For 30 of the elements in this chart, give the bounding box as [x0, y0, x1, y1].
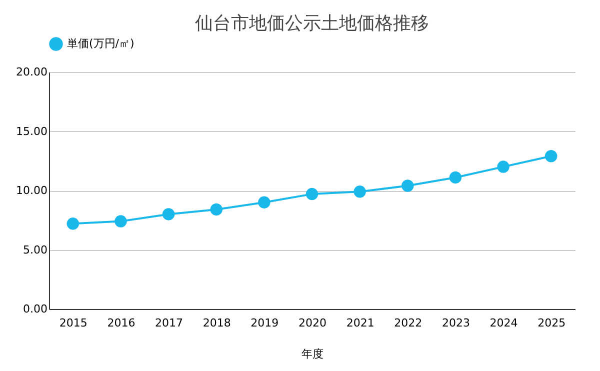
x-tick-label: 2024 — [490, 316, 518, 330]
y-tick-label: 15.00 — [16, 124, 48, 138]
x-tick-label: 2015 — [59, 316, 88, 330]
x-tick-label: 2019 — [250, 316, 279, 330]
x-tick-label: 2023 — [442, 316, 470, 330]
point — [497, 160, 510, 173]
y-tick-label: 10.00 — [16, 184, 48, 197]
point — [66, 218, 80, 230]
x-tick-label: 2021 — [346, 316, 374, 330]
point — [544, 150, 558, 162]
x-tick-label: 2017 — [155, 316, 184, 330]
point — [114, 215, 127, 228]
y-tick-label: 5.00 — [23, 243, 48, 256]
point — [354, 186, 366, 198]
point — [162, 208, 175, 220]
x-tick-label: 2018 — [202, 316, 231, 330]
point — [210, 203, 222, 216]
chart-title: 仙台市地価公示土地価格推移 — [195, 13, 429, 34]
point — [258, 196, 270, 208]
y-tick-label: 0.00 — [23, 302, 48, 316]
y-tick-label: 20.00 — [16, 66, 48, 78]
point — [306, 188, 318, 200]
x-tick-label: 2016 — [107, 316, 136, 330]
x-tick-label: 2025 — [538, 316, 566, 330]
x-tick-label: 2020 — [298, 316, 326, 330]
point — [449, 171, 462, 184]
legend-label: 単価(万円/㎡) — [67, 37, 134, 50]
point — [402, 180, 414, 192]
x-axis-title: 年度 — [302, 348, 324, 360]
x-tick-label: 2022 — [394, 316, 422, 330]
